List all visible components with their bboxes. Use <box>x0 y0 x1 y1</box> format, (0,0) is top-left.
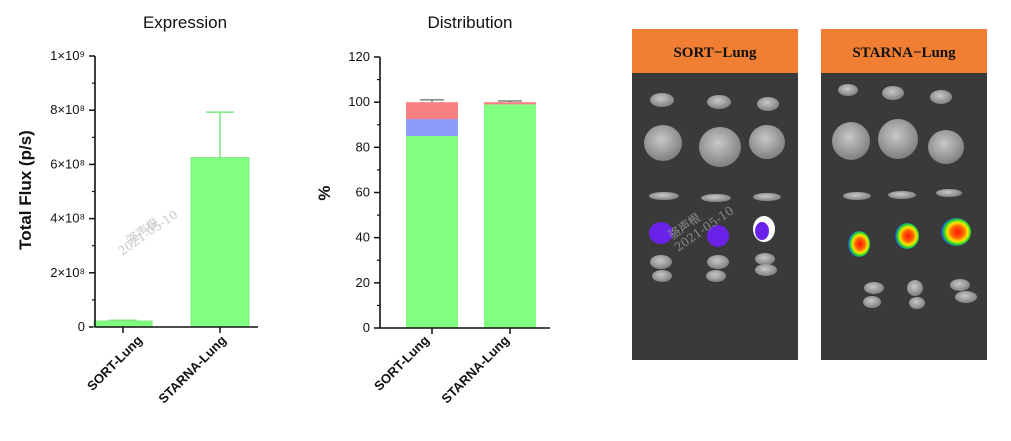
expression-chart: Expression Total Flux (p/s) 0 2×10⁸ 4×10⁸ 6… <box>16 13 258 406</box>
expression-y-tick-label: 2×10⁸ <box>50 265 85 280</box>
distribution-y-tick-label: 100 <box>348 94 370 109</box>
expression-y-label: Total Flux (p/s) <box>16 130 35 250</box>
distribution-title: Distribution <box>427 13 512 32</box>
expression-title: Expression <box>143 13 227 32</box>
expression-y-tick-label: 4×10⁸ <box>50 211 85 226</box>
organs-sort <box>644 93 785 282</box>
image-panel-starna-lung: STARNA−Lung <box>821 29 987 360</box>
signal-blob-sort-3 <box>755 222 769 240</box>
distribution-y-tick-label: 60 <box>356 185 370 200</box>
expression-y-tick-label: 1×10⁹ <box>50 48 85 63</box>
distribution-y-tick-label: 120 <box>348 49 370 64</box>
distribution-y-tick-label: 0 <box>363 320 370 335</box>
distribution-segment-starna-lung-0 <box>484 104 536 328</box>
signal-blob-starna-2 <box>895 223 919 249</box>
organs-starna <box>832 84 977 309</box>
expression-bar-starna-lung <box>190 157 250 328</box>
distribution-x-tick-sort-lung: SORT-Lung <box>371 332 432 393</box>
image-label-sort-lung: SORT−Lung <box>673 45 757 61</box>
distribution-y-tick-label: 80 <box>356 139 370 154</box>
expression-y-tick-label: 8×10⁸ <box>50 102 85 117</box>
distribution-y-label: % <box>315 185 334 200</box>
label-bar-starna <box>821 29 987 73</box>
expression-x-tick-sort-lung: SORT-Lung <box>84 332 145 393</box>
distribution-x-tick-starna-lung: STARNA-Lung <box>438 332 512 406</box>
expression-bar-sort-lung <box>93 320 153 328</box>
signal-blob-starna-3 <box>941 218 971 246</box>
distribution-y-tick-label: 40 <box>356 230 370 245</box>
signal-blob-starna-1 <box>848 231 870 257</box>
distribution-segment-sort-lung-1 <box>406 119 458 137</box>
signal-blob-sort-1 <box>649 222 673 244</box>
label-bar-sort <box>632 29 798 73</box>
distribution-chart: Distribution % 0 20 40 60 80 100 120 SORT-Lung… <box>315 13 550 406</box>
distribution-segment-starna-lung-2 <box>484 102 536 105</box>
distribution-segment-sort-lung-0 <box>406 136 458 328</box>
expression-y-tick-label: 6×10⁸ <box>50 156 85 171</box>
image-label-starna-lung: STARNA−Lung <box>852 45 956 61</box>
expression-x-tick-starna-lung: STARNA-Lung <box>155 332 229 406</box>
distribution-segment-sort-lung-2 <box>406 102 458 120</box>
expression-y-tick-label: 0 <box>78 319 85 334</box>
signal-blob-sort-2 <box>707 225 729 247</box>
image-panel-sort-lung: SORT−Lung 骆声根 2021-05-10 <box>632 29 798 360</box>
distribution-y-tick-label: 20 <box>356 275 370 290</box>
expression-watermark-date: 2021-05-10 <box>116 207 181 258</box>
